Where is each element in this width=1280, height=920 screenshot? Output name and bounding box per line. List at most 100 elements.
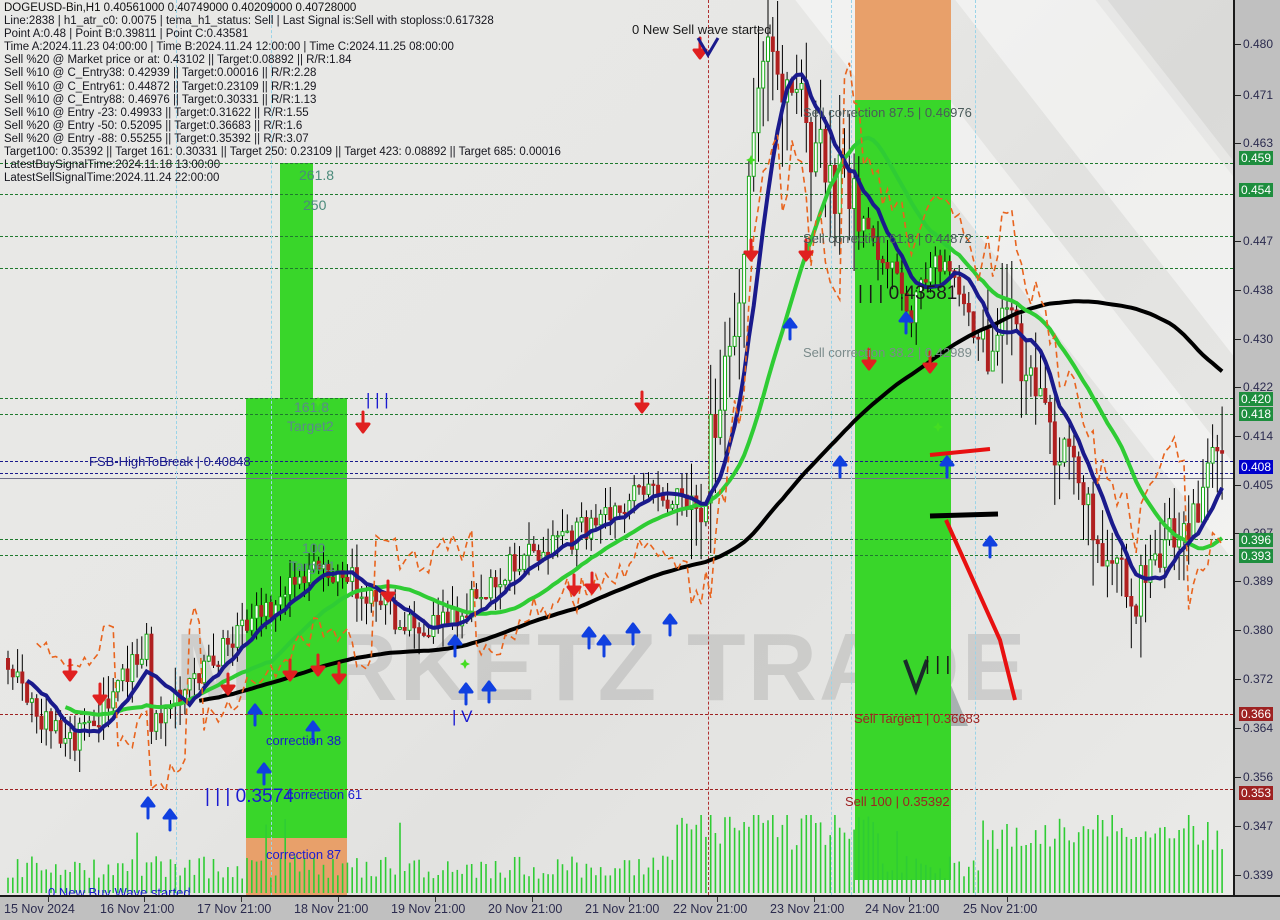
chart-plot-area[interactable]: MARKETZ TRADE 0 New Sell wave started Sel…	[0, 0, 1233, 895]
sheen-band	[1150, 0, 1233, 895]
time-tick-label: 15 Nov 2024	[4, 902, 75, 916]
annotation-ticks-left-lower: | V	[452, 707, 473, 726]
price-level-chip[interactable]: 0.408	[1239, 460, 1274, 474]
fib-1500-line	[0, 414, 1233, 415]
price-level-chip[interactable]: 0.454	[1239, 183, 1274, 197]
time-tick-label: 22 Nov 21:00	[673, 902, 748, 916]
price-level-chip[interactable]: 0.366	[1239, 707, 1274, 721]
price-tick-label: 0.422	[1243, 380, 1274, 394]
price-tick	[1235, 143, 1241, 144]
price-tick	[1235, 581, 1241, 582]
annotation-fib-250: 250	[303, 197, 327, 213]
price-tick	[1235, 485, 1241, 486]
price-level-chip[interactable]: 0.393	[1239, 549, 1274, 563]
price-level-chip[interactable]: 0.418	[1239, 407, 1274, 421]
price-axis[interactable]: 0.480 0.471 0.463 0.447 0.438 0.430 0.422 0.414…	[1233, 0, 1280, 895]
price-level-chip[interactable]: 0.396	[1239, 533, 1274, 547]
price-tick	[1235, 290, 1241, 291]
time-tick-label: 21 Nov 21:00	[585, 902, 660, 916]
price-tick-label: 0.480	[1243, 37, 1274, 51]
price-level-chip[interactable]: 0.353	[1239, 786, 1274, 800]
price-tick-label: 0.430	[1243, 332, 1274, 346]
time-tick	[1007, 897, 1008, 902]
info-line-12: LatestBuySignalTime:2024.11.18 13:00:00	[4, 159, 221, 172]
zone-green-left-wide	[246, 398, 347, 846]
time-tick	[532, 897, 533, 902]
annotation-sell-correction-875: Sell correction 87.5 | 0.46976	[803, 105, 972, 120]
price-tick	[1235, 436, 1241, 437]
info-line-7: Sell %10 @ C_Entry88: 0.46976 || Target:…	[4, 93, 317, 106]
price-tick-label: 0.356	[1243, 770, 1274, 784]
price-level-chip[interactable]: 0.420	[1239, 392, 1274, 406]
info-line-13: LatestSellSignalTime:2024.11.24 22:00:00	[4, 172, 220, 185]
fib-100-line	[0, 539, 1233, 540]
time-tick-label: 24 Nov 21:00	[865, 902, 940, 916]
price-tick	[1235, 728, 1241, 729]
time-tick	[241, 897, 242, 902]
zone-orange-right	[855, 0, 951, 100]
fib-1618-line	[0, 398, 1233, 399]
price-tick	[1235, 387, 1241, 388]
time-tick-label: 19 Nov 21:00	[391, 902, 466, 916]
info-line-11: Target100: 0.35392 || Target 161: 0.3033…	[4, 146, 561, 159]
price-tick	[1235, 777, 1241, 778]
time-tick	[144, 897, 145, 902]
price-tick	[1235, 95, 1241, 96]
annotation-sell-correction-382: Sell correction 38.2 | 0.42989	[803, 345, 972, 360]
price-tick	[1235, 826, 1241, 827]
annotation-target2: Target2	[287, 418, 334, 434]
time-tick	[435, 897, 436, 902]
info-line-6: Sell %10 @ C_Entry61: 0.44872 || Target:…	[4, 80, 317, 93]
annotation-ticks-right-mid: | | |	[925, 654, 951, 675]
price-tick-label: 0.347	[1243, 819, 1274, 833]
fib-250-line	[0, 194, 1233, 195]
chart-info-header: DOGEUSD-Bin,H1 0.40561000 0.40749000 0.4…	[4, 2, 561, 185]
current-price-solid	[0, 478, 1233, 479]
price-tick	[1235, 630, 1241, 631]
price-tick-label: 0.364	[1243, 721, 1274, 735]
fib-2000-line	[0, 268, 1233, 269]
time-tick	[48, 897, 49, 902]
annotation-fib-1618: 161.8	[294, 399, 330, 415]
annotation-fib-2618: 261.8	[299, 167, 335, 183]
time-tick	[814, 897, 815, 902]
info-line-3: Time A:2024.11.23 04:00:00 | Time B:2024…	[4, 41, 454, 54]
vline-d	[831, 0, 832, 895]
time-tick-label: 17 Nov 21:00	[197, 902, 272, 916]
current-price-line	[0, 473, 1233, 474]
info-line-2: Point A:0.48 | Point B:0.39811 | Point C…	[4, 28, 249, 41]
annotation-point-c-value: | | | 0.43581	[858, 283, 958, 304]
annotation-ticks-upper-left: | | |	[366, 390, 389, 409]
annotation-fsb-high-to-break: FSB-HighToBreak | 0.40848	[89, 454, 251, 469]
annotation-new-sell-wave: 0 New Sell wave started	[632, 22, 772, 37]
info-line-9: Sell %20 @ Entry -50: 0.52095 || Target:…	[4, 119, 303, 132]
price-level-chip[interactable]: 0.459	[1239, 151, 1274, 165]
price-tick-label: 0.389	[1243, 574, 1274, 588]
zone-green-right	[855, 31, 951, 880]
info-line-5: Sell %10 @ C_Entry38: 0.42939 || Target:…	[4, 67, 317, 80]
time-tick-label: 25 Nov 21:00	[963, 902, 1038, 916]
time-tick	[629, 897, 630, 902]
price-tick	[1235, 339, 1241, 340]
time-tick	[338, 897, 339, 902]
vline-f	[975, 0, 976, 895]
price-tick	[1235, 44, 1241, 45]
sell-100-line	[0, 789, 1233, 790]
info-line-10: Sell %20 @ Entry -88: 0.55255 || Target:…	[4, 132, 309, 145]
annotation-new-buy-wave: 0 New Buy Wave started	[48, 885, 191, 895]
annotation-point-b-value: | | | 0.3574	[205, 786, 294, 807]
price-tick	[1235, 241, 1241, 242]
price-tick	[1235, 533, 1241, 534]
annotation-correction-38: correction 38	[266, 733, 342, 748]
vline-e	[851, 0, 852, 895]
price-tick-label: 0.447	[1243, 234, 1274, 248]
target1-line	[0, 555, 1233, 556]
time-axis[interactable]: 15 Nov 2024 16 Nov 21:00 17 Nov 21:00 18 No…	[0, 895, 1280, 920]
price-tick-label: 0.339	[1243, 868, 1274, 882]
time-tick-label: 18 Nov 21:00	[294, 902, 369, 916]
info-line-8: Sell %10 @ Entry -23: 0.49933 || Target:…	[4, 106, 309, 119]
time-tick-label: 16 Nov 21:00	[100, 902, 175, 916]
price-tick	[1235, 679, 1241, 680]
price-tick	[1235, 875, 1241, 876]
